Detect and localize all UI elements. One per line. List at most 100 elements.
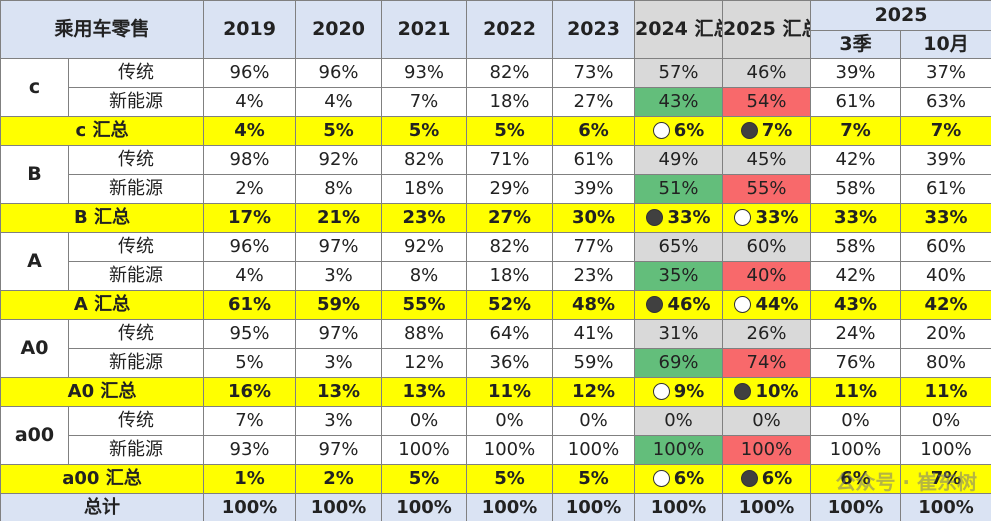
header-cell-text: 2025 [874,4,928,27]
value-cell-text: 51% [658,178,699,200]
value-cell: 0% [810,406,902,436]
value-cell: 92% [381,232,468,262]
row-label-text: 传统 [118,410,154,432]
grand-total-label: 总计 [0,493,205,521]
total-cell: 23% [381,203,468,233]
value-cell-text: 4% [235,265,264,287]
value-cell-text: 69% [658,352,699,374]
value-cell-text: 95% [229,323,270,345]
total-cell: 2% [295,464,383,494]
row-label-text: 新能源 [109,265,163,287]
grand-total-cell: 100% [552,493,636,521]
value-cell-text: 76% [835,352,876,374]
total-cell-text: 6% [673,120,705,142]
total-cell-text: 7% [930,120,962,142]
value-cell-text: 73% [573,62,614,84]
total-cell: 7% [900,116,991,146]
total-cell: 6% [552,116,636,146]
value-cell-text: 42% [835,265,876,287]
total-cell: 6% [634,116,724,146]
value-cell-text: 27% [573,91,614,113]
group-name-text: B [27,163,42,186]
value-cell-text: 37% [926,62,967,84]
value-cell: 18% [466,261,554,291]
total-cell: 13% [381,377,468,407]
header-cell-text: 3季 [839,33,872,56]
value-cell: 4% [295,87,383,117]
value-cell-text: 96% [318,62,359,84]
table-row: c 传统 96% 96% 93% 82% 73% 57% 46% 39% 37% [0,58,991,117]
value-cell-text: 0% [664,410,693,432]
grand-total-cell: 100% [381,493,468,521]
total-label-text: A0 汇总 [67,381,137,403]
total-cell-text: 7% [840,120,871,142]
total-cell-text: 12% [571,381,616,403]
total-cell: 42% [900,290,991,320]
value-cell: 41% [552,319,636,349]
total-cell: 27% [466,203,554,233]
value-cell-text: 63% [926,91,967,113]
group-name: A [0,232,69,291]
value-cell: 97% [295,319,383,349]
grand-total-cell-text: 100% [481,496,538,518]
value-cell: 49% [634,145,724,175]
header-cell-text: 2020 [312,18,365,41]
group-name-text: c [28,76,41,99]
total-cell-text: 13% [402,381,446,403]
total-cell: 1% [203,464,297,494]
status-icon [652,383,670,401]
table-row: a00 汇总 1% 2% 5% 5% 5% 6% 6% 6% 7% [0,464,991,494]
value-cell: 59% [552,348,636,378]
status-icon [740,122,758,140]
value-cell: 61% [552,145,636,175]
total-cell: 9% [634,377,724,407]
group-name-text: a00 [14,424,55,447]
value-cell: 77% [552,232,636,262]
value-cell-text: 80% [926,352,967,374]
value-cell: 26% [722,319,812,349]
total-cell-text: 48% [571,294,616,316]
value-cell: 100% [552,435,636,465]
value-cell-text: 18% [489,91,530,113]
status-icon [734,209,752,227]
value-cell-text: 97% [318,439,359,461]
row-label: 传统 [67,406,205,436]
total-cell-text: 7% [761,120,793,142]
value-cell: 4% [203,87,297,117]
value-cell: 100% [900,435,991,465]
value-cell: 8% [295,174,383,204]
value-cell-text: 74% [746,352,787,374]
total-cell: 13% [295,377,383,407]
value-cell-text: 7% [235,410,264,432]
total-cell: 11% [900,377,991,407]
value-cell-text: 58% [835,178,876,200]
total-cell-text: 52% [487,294,532,316]
total-cell-text: 59% [316,294,361,316]
value-cell-text: 100% [398,439,450,461]
grand-total-cell: 100% [634,493,724,521]
value-cell-text: 7% [409,91,439,113]
value-cell: 80% [900,348,991,378]
total-cell-text: 27% [487,207,532,229]
total-cell: 6% [810,464,902,494]
group-name: A0 [0,319,69,378]
total-label: a00 汇总 [0,464,205,494]
header-cell: 2024 汇总 [634,0,724,59]
value-cell: 58% [810,174,902,204]
status-icon [646,296,664,314]
total-cell: 5% [381,116,468,146]
value-cell-text: 92% [318,149,359,171]
grand-total-cell-text: 100% [918,496,974,518]
header-cell: 乘用车零售 [0,0,205,59]
value-cell-text: 39% [573,178,614,200]
total-cell: 48% [552,290,636,320]
value-cell-text: 5% [235,352,264,374]
value-cell: 3% [295,406,383,436]
value-cell: 40% [900,261,991,291]
value-cell-text: 42% [835,149,876,171]
total-cell-text: 5% [408,468,440,490]
total-label-text: A 汇总 [73,294,131,316]
row-label-text: 新能源 [109,439,163,461]
